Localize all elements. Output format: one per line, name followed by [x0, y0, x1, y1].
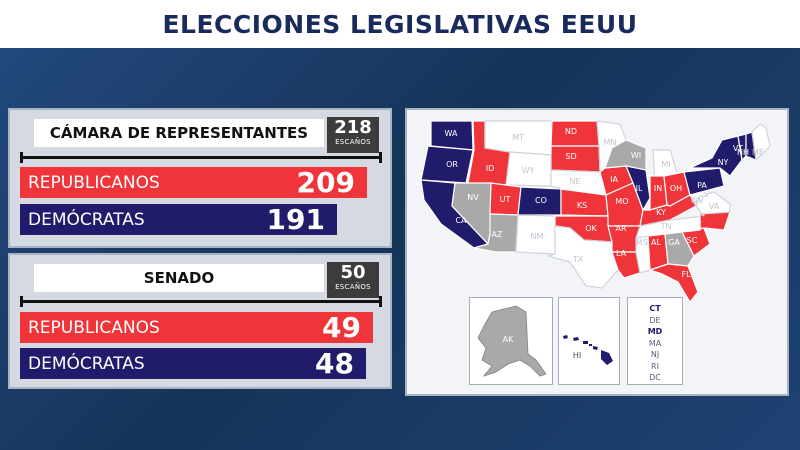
senate-democrat-bar: DEMÓCRATAS 48 — [20, 347, 366, 380]
state-label-wi: WI — [631, 151, 641, 160]
house-seats-label: ESCAÑOS — [335, 138, 371, 146]
state-label-wv: WV — [690, 196, 704, 205]
senate-seats-label: ESCAÑOS — [335, 283, 371, 291]
house-title: CÁMARA DE REPRESENTANTES — [49, 124, 309, 142]
page-title: ELECCIONES LEGISLATIVAS EEUU — [162, 9, 638, 39]
state-label-nh: NH — [737, 148, 749, 157]
state-label-la: LA — [616, 249, 627, 258]
hawaii-label: HI — [573, 351, 581, 360]
hawaii-inset: HI — [558, 297, 620, 385]
state-label-ne: NE — [569, 177, 580, 186]
hawaii-map: HI — [563, 335, 613, 365]
senate-democrat-label: DEMÓCRATAS — [28, 353, 145, 374]
house-democrat-count: 191 — [266, 203, 325, 236]
small-states-list: CT DE MD MA NJ RI DC — [627, 297, 683, 385]
state-ga — [664, 231, 695, 267]
state-label-co: CO — [535, 196, 547, 205]
state-label-vt: VT — [733, 144, 743, 153]
house-democrat-label: DEMÓCRATAS — [28, 209, 145, 230]
state-il — [625, 165, 651, 211]
state-label-mt: MT — [512, 133, 524, 142]
state-label-fl: FL — [681, 270, 691, 279]
senate-title-box: SENADO — [34, 264, 324, 292]
alaska-map: AK — [477, 305, 547, 377]
senate-seats-badge: 50 ESCAÑOS — [327, 262, 379, 298]
state-label-ca: CA — [455, 216, 467, 225]
state-label-in: IN — [654, 184, 662, 193]
senate-majority-rule — [20, 296, 382, 307]
senate-title: SENADO — [143, 269, 215, 287]
state-label-id: ID — [486, 164, 495, 173]
state-label-oh: OH — [670, 184, 682, 193]
house-democrat-bar: DEMÓCRATAS 191 — [20, 203, 337, 236]
state-label-ar: AR — [615, 224, 626, 233]
state-label-ky: KY — [656, 208, 666, 217]
state-label-va: VA — [709, 202, 720, 211]
house-panel: CÁMARA DE REPRESENTANTES 218 ESCAÑOS REP… — [8, 108, 392, 248]
small-state-ct: CT — [649, 304, 661, 313]
state-fl — [649, 263, 699, 303]
small-state-nj: NJ — [650, 350, 660, 359]
page-header: ELECCIONES LEGISLATIVAS EEUU — [0, 0, 800, 48]
state-label-nv: NV — [467, 193, 479, 202]
state-label-ut: UT — [500, 195, 511, 204]
state-label-wa: WA — [445, 129, 458, 138]
house-seats-badge: 218 ESCAÑOS — [327, 117, 379, 153]
house-republican-count: 209 — [296, 166, 355, 199]
house-title-box: CÁMARA DE REPRESENTANTES — [34, 119, 324, 147]
state-label-mn: MN — [604, 138, 617, 147]
state-label-mo: MO — [615, 197, 628, 206]
small-state-md: MD — [647, 327, 663, 336]
state-label-ia: IA — [610, 175, 618, 184]
state-label-or: OR — [446, 160, 458, 169]
state-label-ks: KS — [577, 201, 587, 210]
state-label-al: AL — [651, 238, 661, 247]
senate-seats-needed: 50 — [340, 262, 366, 283]
state-label-tx: TX — [572, 255, 584, 264]
state-tx — [547, 225, 619, 289]
state-label-sc: SC — [687, 236, 698, 245]
us-map: WA OR CA ID MT ND SD WY NV UT CO AZ NM NE KS OK TX MN IA MO… — [420, 120, 771, 303]
small-state-dc: DC — [649, 373, 661, 382]
state-la — [611, 251, 641, 279]
state-pa — [683, 167, 725, 196]
small-state-ma: MA — [648, 338, 662, 348]
state-label-tn: TN — [660, 222, 672, 231]
house-republican-label: REPUBLICANOS — [28, 172, 160, 193]
small-state-ri: RI — [651, 361, 659, 371]
senate-republican-bar: REPUBLICANOS 49 — [20, 311, 373, 344]
state-label-mi: MI — [661, 160, 670, 169]
senate-democrat-count: 48 — [315, 347, 354, 380]
state-label-ms: MS — [636, 238, 648, 247]
state-label-me: ME — [752, 148, 764, 157]
state-label-ok: OK — [585, 224, 597, 233]
senate-panel: SENADO 50 ESCAÑOS REPUBLICANOS 49 DEMÓCR… — [8, 253, 392, 389]
alaska-inset: AK — [469, 297, 553, 385]
alaska-label: AK — [503, 335, 514, 344]
state-label-il: IL — [636, 184, 643, 193]
state-label-ny: NY — [718, 158, 729, 167]
state-label-sd: SD — [565, 152, 576, 161]
house-majority-rule — [20, 152, 382, 163]
house-republican-bar: REPUBLICANOS 209 — [20, 166, 367, 199]
state-me — [751, 123, 771, 161]
state-ms — [635, 235, 651, 274]
house-seats-needed: 218 — [334, 117, 372, 138]
state-label-nm: NM — [531, 232, 544, 241]
senate-republican-count: 49 — [322, 311, 361, 344]
state-label-az: AZ — [492, 230, 503, 239]
state-label-pa: PA — [697, 181, 707, 190]
small-state-de: DE — [649, 315, 661, 325]
state-label-wy: WY — [522, 166, 535, 175]
senate-republican-label: REPUBLICANOS — [28, 317, 160, 338]
state-label-ga: GA — [668, 238, 680, 247]
state-label-nc: NC — [690, 220, 702, 229]
state-label-nd: ND — [565, 127, 577, 136]
